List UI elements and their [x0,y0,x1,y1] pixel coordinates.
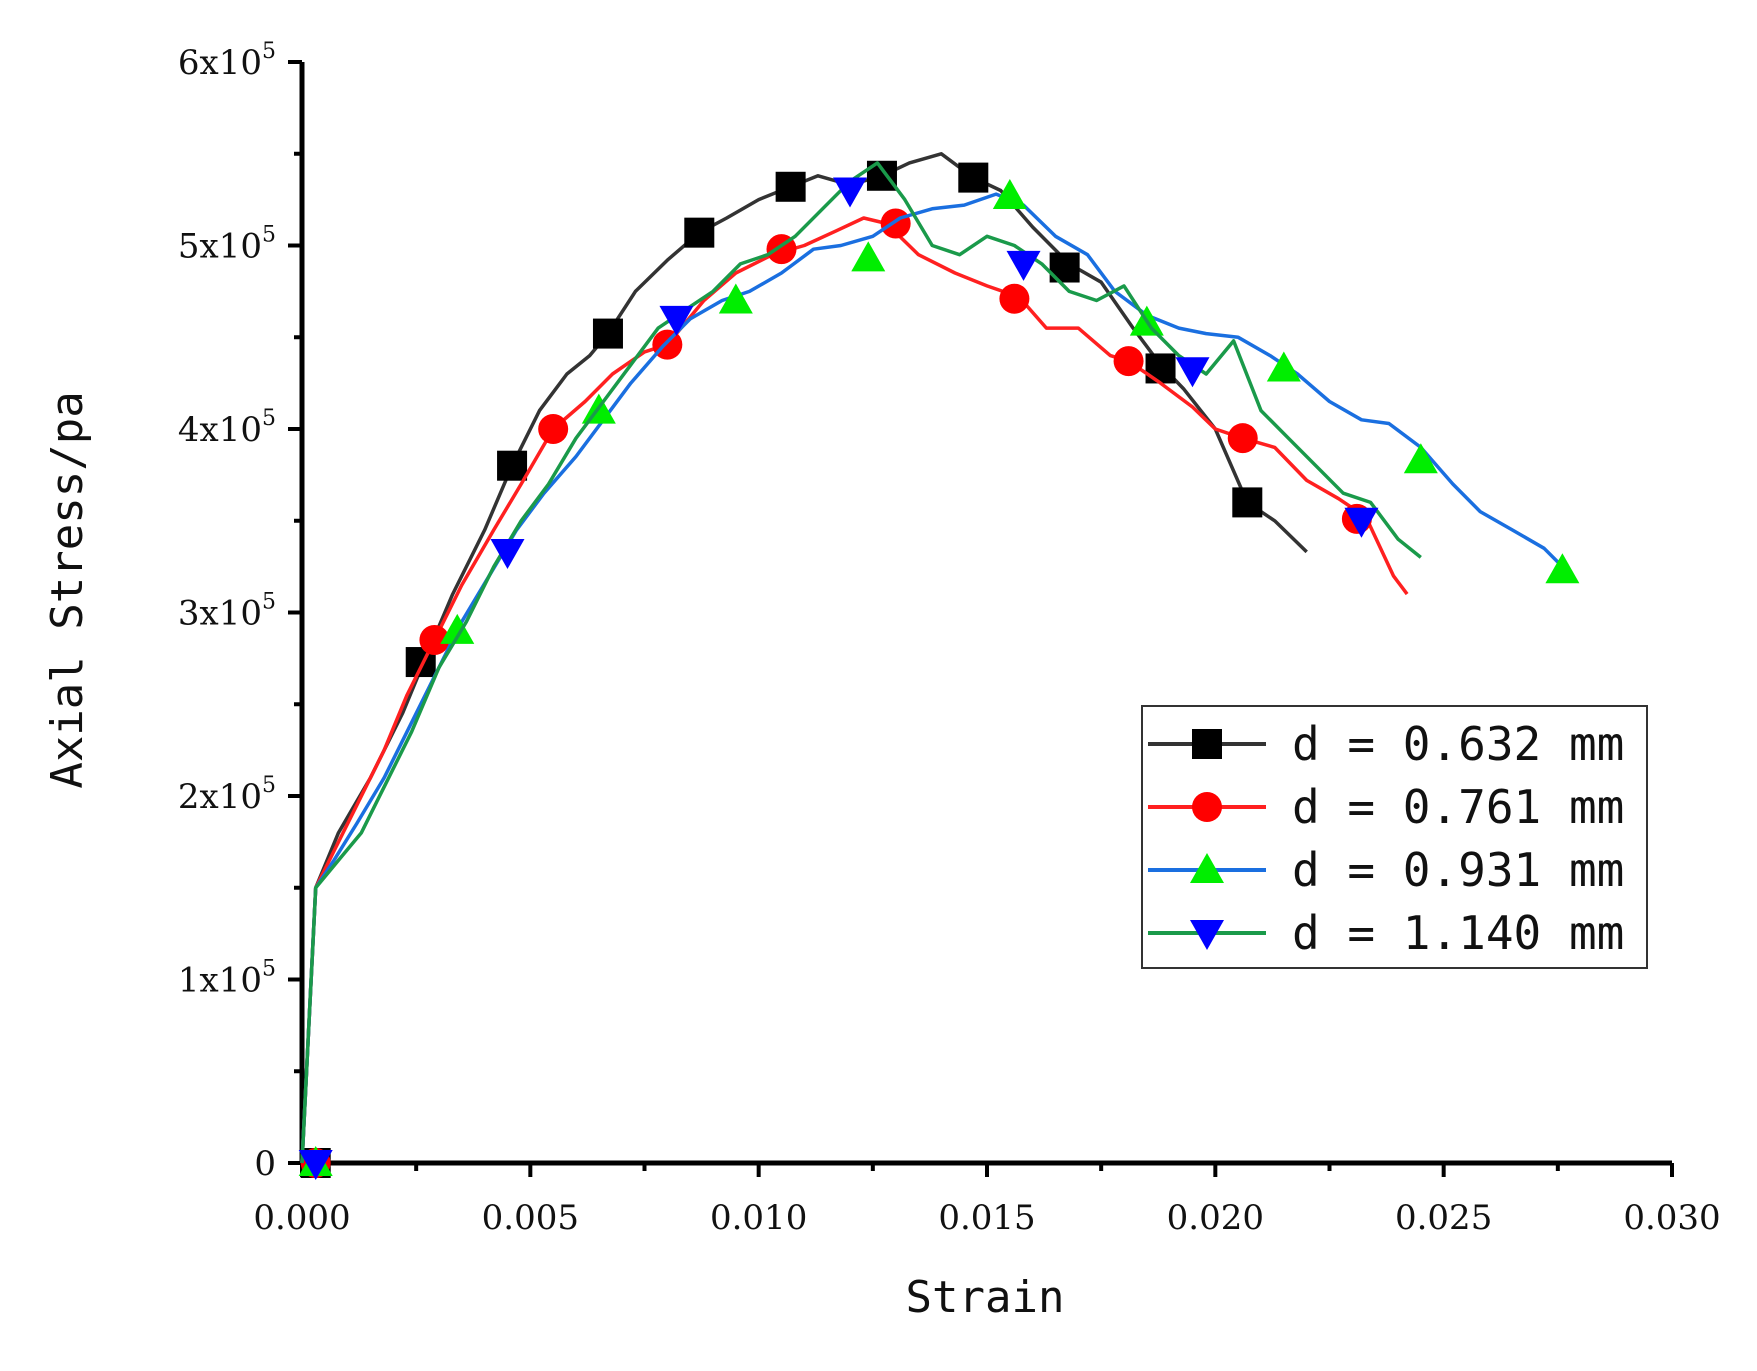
axes: 0.000 0.005 0.010 0.015 0.020 0.025 0.030 0 1x10… [178,39,1721,1238]
y-tick-mantissa: 1x10 [178,961,262,1001]
data-point [1113,346,1144,377]
x-axis-title: Strain [906,1272,1065,1323]
y-tick-exponent: 5 [262,223,276,248]
series-4 [298,161,1422,1180]
legend-marker [1190,853,1224,883]
legend-entry: d = 0.761 mm [1148,780,1624,834]
y-tick-exponent: 5 [262,39,276,64]
legend-box [1141,705,1648,969]
data-point [851,241,886,272]
data-point [833,177,867,208]
data-point [490,538,525,569]
data-point [538,414,569,444]
data-point [1545,553,1580,584]
series-layer [298,152,1580,1180]
series-1 [300,152,1308,1178]
y-tick-label: 0 [254,1144,276,1184]
x-tick-label: 0.030 [1623,1198,1720,1238]
data-point [298,1150,333,1180]
y-tick-mantissa: 3x10 [178,594,262,634]
series-2 [300,208,1409,1178]
legend: d = 0.632 mm d = 0.761 mm d = 0.931 mm d = … [1141,705,1648,969]
data-point [992,178,1027,209]
x-tick-label: 0.010 [710,1198,807,1238]
series-line [300,192,1564,1164]
series-line [300,152,1308,1164]
y-tick-mantissa: 2x10 [178,777,262,817]
legend-label: d = 0.931 mm [1292,843,1624,897]
data-point [1227,423,1258,454]
legend-marker [1192,729,1222,759]
data-point [1266,351,1301,382]
series-3 [298,178,1580,1176]
data-point [684,217,715,248]
data-point [592,318,623,349]
data-point [1006,250,1041,281]
data-point [1344,507,1379,538]
data-point [880,208,911,239]
legend-marker [1190,920,1224,950]
y-tick-label: 4x105 [178,406,276,450]
data-point [958,162,989,193]
y-tick-exponent: 5 [262,773,276,798]
y-tick-mantissa: 4x10 [178,410,262,450]
data-point [1175,357,1210,388]
legend-entry: d = 0.632 mm [1148,717,1624,771]
data-point [497,450,528,481]
x-tick-label: 0.005 [482,1198,579,1238]
y-tick-label: 1x105 [178,957,276,1001]
x-tick-label: 0.025 [1395,1198,1492,1238]
data-point [659,305,694,336]
legend-marker [1192,792,1222,822]
data-point [1232,487,1263,518]
y-tick-label: 5x105 [178,223,276,267]
y-tick-label: 2x105 [178,773,276,817]
legend-entry: d = 0.931 mm [1148,843,1624,897]
y-tick-mantissa: 6x10 [178,43,262,83]
x-tick-label: 0.015 [938,1198,1035,1238]
y-axis-title: Axial Stress/pa [42,391,93,788]
legend-entry: d = 1.140 mm [1148,906,1624,960]
data-point [1145,353,1176,384]
data-point [775,171,806,202]
legend-label: d = 0.632 mm [1292,717,1624,771]
y-tick-exponent: 5 [262,590,276,615]
data-point [419,625,450,656]
data-point [718,283,753,314]
y-tick-exponent: 5 [262,957,276,982]
y-tick-label: 3x105 [178,590,276,634]
data-point [999,283,1030,314]
legend-label: d = 0.761 mm [1292,780,1624,834]
series-line [300,161,1422,1164]
y-tick-mantissa: 5x10 [178,227,262,267]
legend-label: d = 1.140 mm [1292,906,1624,960]
data-point [1403,443,1438,474]
x-tick-label: 0.020 [1167,1198,1264,1238]
y-tick-exponent: 5 [262,406,276,431]
x-tick-label: 0.000 [253,1198,350,1238]
y-tick-label: 6x105 [178,39,276,83]
data-point [440,613,475,644]
